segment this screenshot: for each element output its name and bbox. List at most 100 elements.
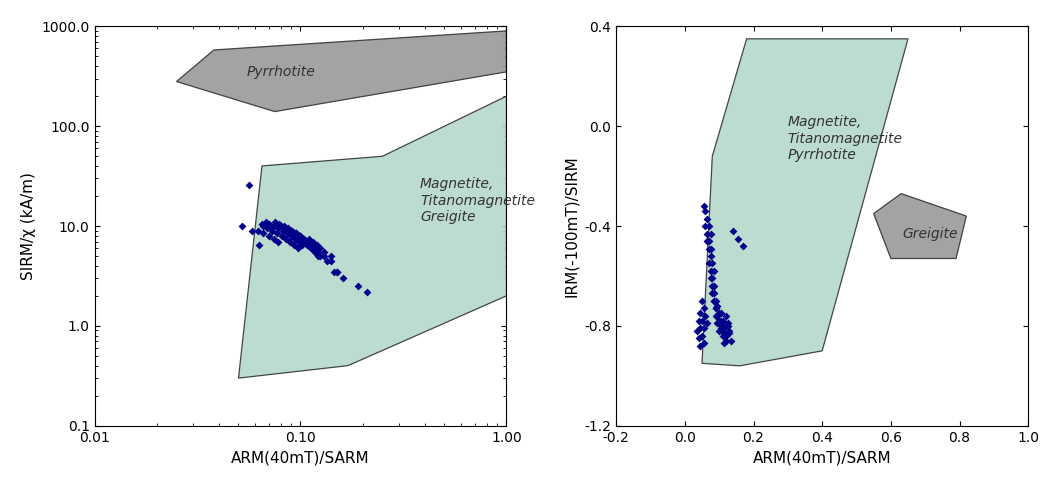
Point bbox=[279, 229, 296, 237]
Point bbox=[709, 302, 726, 310]
Point bbox=[260, 232, 277, 240]
Point bbox=[283, 227, 300, 235]
Y-axis label: SIRM/χ (kA/m): SIRM/χ (kA/m) bbox=[21, 172, 36, 280]
Point bbox=[707, 305, 724, 312]
Point bbox=[302, 244, 319, 252]
Point bbox=[253, 220, 270, 228]
Point bbox=[718, 332, 735, 340]
Point bbox=[721, 327, 738, 335]
Point bbox=[710, 317, 727, 325]
Point bbox=[707, 305, 724, 312]
Point bbox=[329, 268, 346, 276]
Point bbox=[271, 220, 288, 228]
Point bbox=[254, 229, 271, 237]
Point bbox=[263, 225, 280, 232]
Point bbox=[695, 325, 712, 332]
Point bbox=[297, 238, 314, 245]
Point bbox=[695, 202, 712, 210]
Point bbox=[695, 305, 712, 312]
Text: Greigite: Greigite bbox=[903, 226, 958, 241]
Point bbox=[329, 268, 346, 276]
Point bbox=[304, 238, 321, 245]
Point bbox=[714, 317, 731, 325]
Point bbox=[312, 252, 329, 260]
Point bbox=[702, 230, 719, 238]
Point bbox=[699, 237, 716, 245]
Point bbox=[735, 242, 752, 250]
X-axis label: ARM(40mT)/SARM: ARM(40mT)/SARM bbox=[753, 450, 891, 465]
Point bbox=[693, 297, 710, 305]
Point bbox=[697, 222, 714, 230]
Point bbox=[692, 310, 709, 317]
Point bbox=[294, 241, 311, 249]
Point bbox=[706, 267, 723, 275]
Point bbox=[350, 282, 367, 290]
Point bbox=[720, 319, 737, 327]
Point bbox=[284, 229, 301, 237]
Point bbox=[701, 244, 718, 252]
Point bbox=[306, 248, 323, 256]
Point bbox=[308, 241, 325, 249]
Point bbox=[697, 207, 714, 215]
Point bbox=[270, 238, 287, 245]
Point bbox=[716, 340, 732, 347]
Point bbox=[706, 297, 723, 305]
Point bbox=[304, 244, 321, 252]
Point bbox=[292, 232, 308, 240]
Polygon shape bbox=[238, 96, 507, 378]
Point bbox=[721, 330, 738, 337]
Point bbox=[699, 215, 716, 223]
Point bbox=[298, 238, 315, 245]
Point bbox=[259, 225, 276, 232]
Point bbox=[265, 222, 282, 230]
Point bbox=[692, 342, 709, 350]
Point bbox=[250, 241, 267, 249]
Point bbox=[287, 229, 304, 237]
Point bbox=[286, 235, 303, 243]
Point bbox=[310, 252, 326, 260]
Point bbox=[358, 288, 375, 295]
Point bbox=[316, 252, 333, 260]
Point bbox=[704, 275, 721, 282]
Point bbox=[710, 310, 727, 317]
Point bbox=[707, 297, 724, 305]
Point bbox=[293, 235, 310, 243]
Point bbox=[285, 241, 302, 249]
Y-axis label: IRM(-100mT)/SIRM: IRM(-100mT)/SIRM bbox=[564, 155, 579, 297]
Point bbox=[280, 225, 297, 232]
Point bbox=[714, 332, 731, 340]
Point bbox=[284, 227, 301, 235]
Point bbox=[305, 244, 322, 252]
Point bbox=[710, 327, 727, 335]
Point bbox=[249, 227, 266, 235]
Point bbox=[690, 317, 707, 325]
Point bbox=[720, 322, 737, 330]
Point bbox=[292, 232, 308, 240]
Point bbox=[294, 235, 311, 243]
Point bbox=[298, 238, 315, 245]
Point bbox=[272, 222, 289, 230]
Text: Magnetite,
Titanomagnetite
Greigite: Magnetite, Titanomagnetite Greigite bbox=[420, 177, 535, 224]
Point bbox=[282, 227, 299, 235]
Point bbox=[706, 297, 723, 305]
Point bbox=[693, 332, 710, 340]
Point bbox=[278, 225, 295, 232]
Point bbox=[697, 312, 714, 320]
Point bbox=[254, 222, 271, 230]
Point bbox=[260, 220, 277, 228]
Point bbox=[692, 325, 709, 332]
Point bbox=[266, 218, 283, 226]
Point bbox=[716, 330, 732, 337]
Point bbox=[270, 225, 287, 232]
Point bbox=[699, 319, 716, 327]
Point bbox=[706, 290, 723, 297]
Point bbox=[289, 244, 306, 252]
Polygon shape bbox=[873, 193, 967, 259]
Polygon shape bbox=[176, 31, 507, 112]
Point bbox=[701, 237, 718, 245]
Point bbox=[302, 241, 319, 249]
Point bbox=[334, 275, 351, 282]
Point bbox=[278, 235, 295, 243]
Point bbox=[281, 227, 298, 235]
Point bbox=[704, 260, 721, 267]
